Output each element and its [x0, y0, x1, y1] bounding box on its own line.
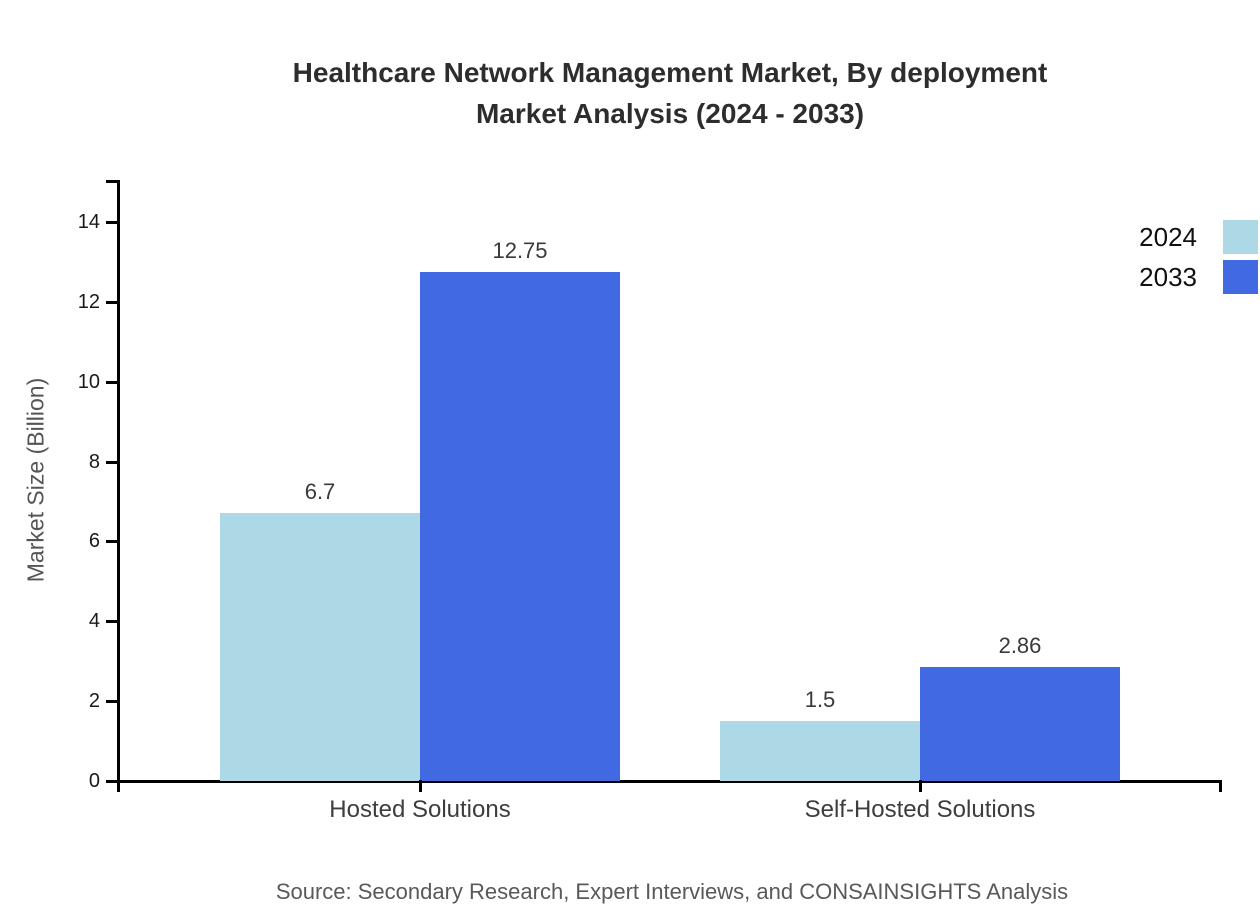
- x-tick-self-hosted-solutions: [919, 780, 922, 792]
- legend-item-2033: 2033: [1139, 260, 1258, 294]
- chart-title: Healthcare Network Management Market, By…: [140, 52, 1200, 134]
- y-tick-label-0: 0: [88, 770, 100, 792]
- y-tick-label-4: 4: [88, 610, 100, 632]
- y-tick-label-6: 6: [88, 530, 100, 552]
- legend: 2024 2033: [1139, 220, 1260, 294]
- x-category-label-hosted-solutions: Hosted Solutions: [329, 796, 511, 823]
- y-axis-top-cap: [106, 180, 120, 183]
- x-tick-hosted-solutions: [419, 780, 422, 792]
- chart-title-line-2: Market Analysis (2024 - 2033): [475, 98, 865, 129]
- bar-2033-self-hosted-solutions: [920, 667, 1120, 781]
- y-tick-6: [106, 540, 117, 543]
- bar-2024-self-hosted-solutions: [720, 721, 920, 781]
- y-tick-10: [106, 381, 117, 384]
- y-tick-2: [106, 700, 117, 703]
- y-tick-14: [106, 221, 117, 224]
- y-tick-4: [106, 620, 117, 623]
- bar-2033-hosted-solutions: [420, 272, 620, 781]
- x-axis-end-cap: [1219, 780, 1222, 792]
- bar-value-label-2024-hosted-solutions: 6.7: [304, 479, 336, 504]
- legend-label-2033: 2033: [1139, 262, 1197, 292]
- source-note: Source: Secondary Research, Expert Inter…: [275, 879, 1069, 904]
- legend-swatch-2033: [1223, 260, 1258, 294]
- y-tick-label-8: 8: [88, 451, 100, 473]
- x-axis-spine: [117, 780, 1222, 783]
- y-tick-12: [106, 301, 117, 304]
- chart-title-line-1: Healthcare Network Management Market, By…: [292, 57, 1048, 88]
- y-tick-label-12: 12: [77, 291, 100, 313]
- y-tick-label-2: 2: [88, 690, 100, 712]
- legend-swatch-2024: [1223, 220, 1258, 254]
- y-tick-label-14: 14: [77, 211, 100, 233]
- x-axis-origin-tick: [117, 780, 120, 792]
- legend-label-2024: 2024: [1139, 222, 1197, 252]
- x-category-label-self-hosted-solutions: Self-Hosted Solutions: [804, 796, 1036, 823]
- y-tick-8: [106, 461, 117, 464]
- bar-2024-hosted-solutions: [220, 513, 420, 781]
- bar-value-label-2033-self-hosted-solutions: 2.86: [998, 633, 1042, 658]
- bar-value-label-2033-hosted-solutions: 12.75: [492, 238, 548, 263]
- y-tick-0: [106, 780, 117, 783]
- legend-item-2024: 2024: [1139, 220, 1258, 254]
- y-tick-label-10: 10: [77, 371, 100, 393]
- y-axis-spine: [117, 180, 120, 784]
- bar-value-label-2024-self-hosted-solutions: 1.5: [804, 687, 836, 712]
